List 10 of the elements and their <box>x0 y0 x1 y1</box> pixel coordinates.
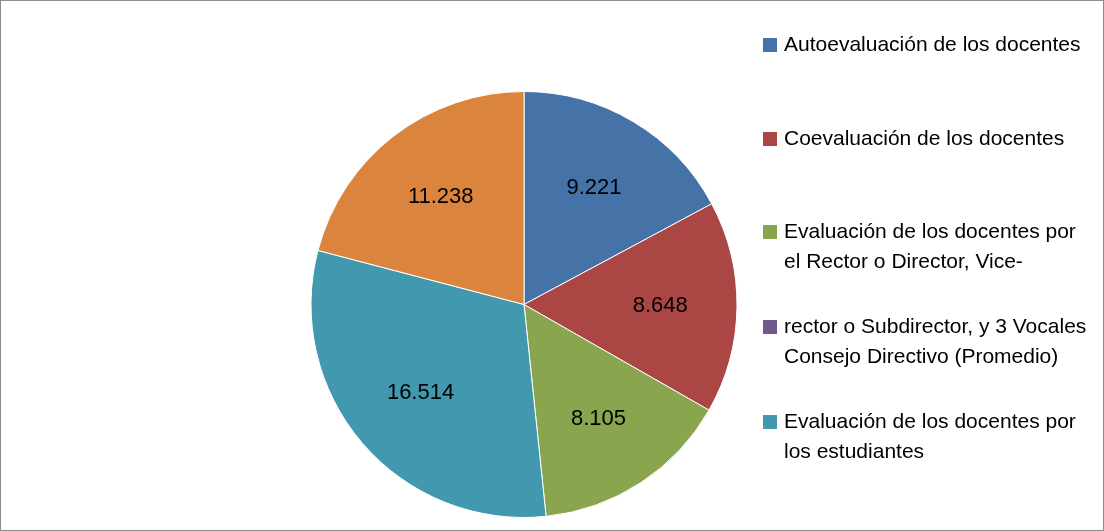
data-label: 16.514 <box>386 379 455 405</box>
legend-label: Coevaluación de los docentes <box>784 125 1065 151</box>
data-label: 8.648 <box>632 292 688 318</box>
data-label: 11.238 <box>407 182 474 208</box>
data-label: 8.105 <box>570 404 626 430</box>
legend-label: Autoevaluación de los docentes <box>784 31 1081 57</box>
data-label: 9.221 <box>566 173 622 199</box>
legend-label: rector o Subdirector, y 3 Vocales Consejo Directivo (Promedio) <box>784 313 1088 369</box>
legend-label: Evaluación de los docentes por los estudiantes <box>784 408 1077 464</box>
legend-label: Evaluación de los docentes por el Rector o Director, Vice- <box>784 218 1077 274</box>
